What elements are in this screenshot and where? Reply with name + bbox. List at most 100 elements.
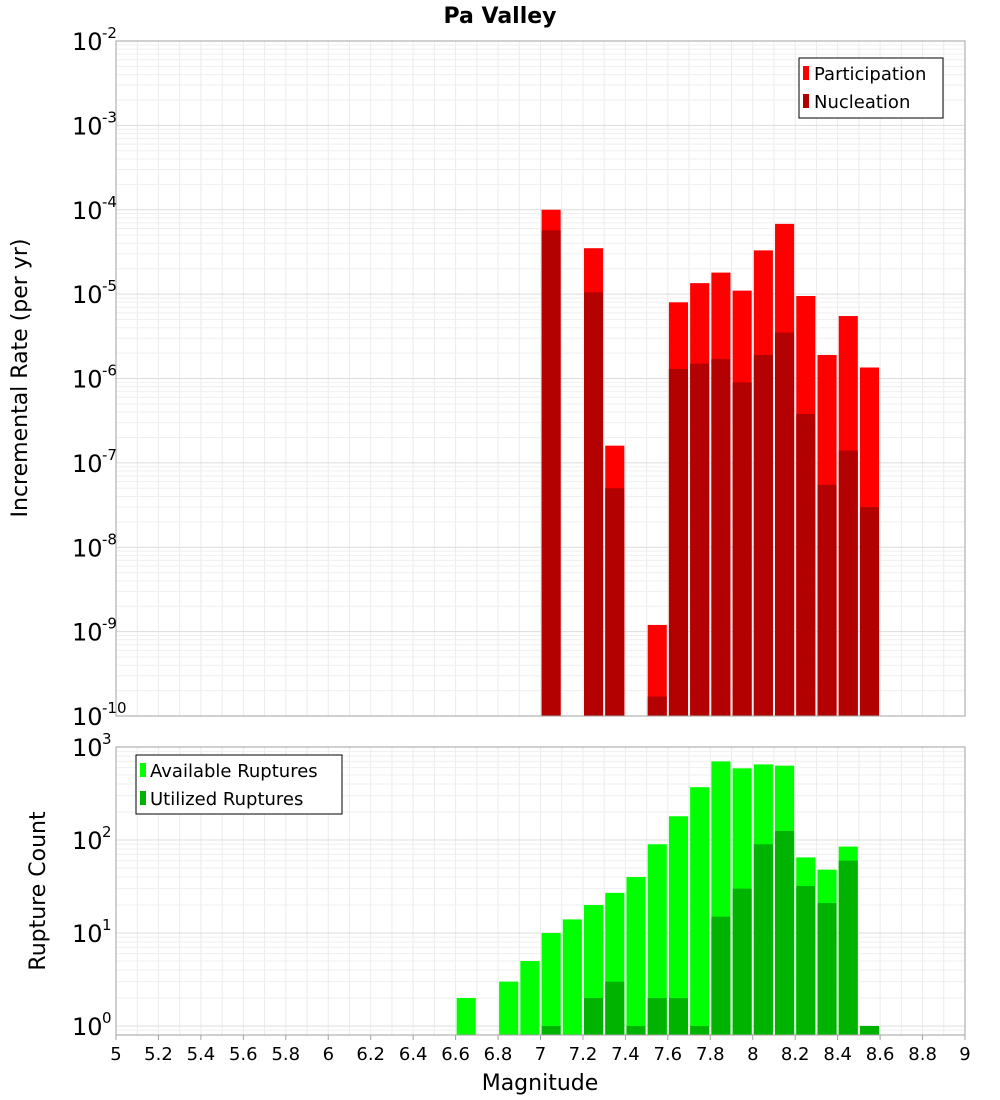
available-ruptures-legend-swatch — [140, 763, 146, 777]
rate-plot-bars — [541, 209, 880, 716]
nucleation-bar — [605, 488, 625, 716]
x-tick-label: 7.8 — [696, 1044, 725, 1065]
count-plot-y-tick-exponent: 0 — [102, 1009, 112, 1027]
nucleation-legend-label: Nucleation — [814, 92, 910, 113]
participation-legend-swatch — [803, 66, 809, 80]
utilized-ruptures-bar — [732, 888, 752, 1035]
nucleation-bar — [817, 484, 837, 716]
nucleation-bar — [859, 506, 880, 716]
utilized-ruptures-legend-swatch — [140, 791, 146, 805]
x-tick-label: 7.6 — [653, 1044, 682, 1065]
count-plot-y-tick-label: 10 — [72, 920, 103, 948]
count-plot-y-tick-exponent: 3 — [102, 730, 112, 748]
nucleation-bar — [668, 368, 689, 716]
rate-plot-y-axis-label: Incremental Rate (per yr) — [8, 239, 33, 518]
nucleation-bar — [732, 382, 752, 716]
x-axis-ticks: 5 5.2 5.4 5.6 5.8 6 6.2 6.4 6.6 6.8 7 7.2 7.4 7.6 7.8 8… — [110, 1035, 971, 1065]
nucleation-bar — [711, 359, 731, 716]
rate-plot-y-tick-exponent: -3 — [102, 108, 117, 126]
rate-plot-gridlines — [115, 40, 966, 717]
rate-plot-y-tick-label: 10 — [72, 703, 103, 731]
participation-bar — [647, 624, 667, 716]
x-tick-label: 7 — [535, 1044, 546, 1065]
x-tick-label: 8.4 — [823, 1044, 852, 1065]
rate-plot-y-tick-exponent: -10 — [102, 699, 127, 717]
utilized-ruptures-bar — [859, 1025, 880, 1035]
utilized-ruptures-bar — [838, 860, 858, 1035]
count-plot-y-tick-exponent: 1 — [102, 916, 112, 934]
available-ruptures-bar — [520, 960, 540, 1035]
x-tick-label: 8 — [747, 1044, 758, 1065]
x-tick-label: 8.8 — [908, 1044, 937, 1065]
x-tick-label: 6.8 — [484, 1044, 513, 1065]
available-ruptures-bar — [456, 997, 476, 1035]
utilized-ruptures-bar — [647, 997, 667, 1035]
rate-plot-y-tick-exponent: -6 — [102, 362, 117, 380]
rate-plot-y-tick-exponent: -5 — [102, 277, 117, 295]
rate-plot-y-tick-label: 10 — [72, 28, 103, 56]
chart-title: Pa Valley — [443, 4, 556, 29]
nucleation-bar — [541, 230, 561, 716]
x-tick-label: 6.6 — [441, 1044, 470, 1065]
rate-plot-y-tick-label: 10 — [72, 366, 103, 394]
available-ruptures-bar — [647, 844, 667, 1035]
count-plot-legend-box — [135, 754, 343, 815]
x-tick-label: 7.2 — [569, 1044, 598, 1065]
rate-plot-y-tick-label: 10 — [72, 281, 103, 309]
available-ruptures-bar — [541, 932, 561, 1035]
x-axis-label: Magnitude — [482, 1071, 599, 1096]
rate-plot-legend-box — [798, 57, 944, 119]
available-ruptures-legend-label: Available Ruptures — [150, 761, 318, 782]
utilized-ruptures-legend-label: Utilized Ruptures — [150, 789, 303, 810]
rate-plot-y-tick-label: 10 — [72, 450, 103, 478]
nucleation-bar — [753, 354, 773, 716]
count-plot-bars — [456, 761, 880, 1035]
rate-plot-y-tick-exponent: -2 — [102, 24, 117, 42]
x-tick-label: 6 — [323, 1044, 334, 1065]
count-plot-y-tick-label: 10 — [72, 1013, 103, 1041]
nucleation-legend-swatch — [803, 94, 809, 108]
available-ruptures-bar — [562, 919, 582, 1035]
utilized-ruptures-bar — [775, 830, 795, 1035]
x-tick-label: 6.2 — [356, 1044, 385, 1065]
x-tick-label: 9 — [959, 1044, 970, 1065]
available-ruptures-bar — [626, 877, 646, 1035]
available-ruptures-bar — [690, 787, 710, 1035]
count-plot-y-tick-label: 10 — [72, 827, 103, 855]
rate-plot-y-tick-label: 10 — [72, 197, 103, 225]
x-tick-label: 5.4 — [187, 1044, 216, 1065]
x-tick-label: 5 — [110, 1044, 121, 1065]
rate-plot-y-tick-exponent: -7 — [102, 446, 117, 464]
x-tick-label: 8.2 — [781, 1044, 810, 1065]
utilized-ruptures-bar — [668, 997, 689, 1035]
count-plot-y-tick-label: 10 — [72, 734, 103, 762]
nucleation-bar — [796, 413, 816, 716]
utilized-ruptures-bar — [796, 886, 816, 1035]
available-ruptures-bar — [499, 981, 519, 1035]
rate-plot-y-tick-label: 10 — [72, 619, 103, 647]
rate-plot-y-tick-label: 10 — [72, 534, 103, 562]
rate-plot-y-tick-label: 10 — [72, 112, 103, 140]
x-tick-label: 5.2 — [144, 1044, 173, 1065]
x-tick-label: 6.4 — [399, 1044, 428, 1065]
nucleation-bar — [775, 332, 795, 716]
nucleation-bar — [690, 363, 710, 716]
rate-plot-y-tick-exponent: -8 — [102, 530, 117, 548]
utilized-ruptures-bar — [711, 916, 731, 1035]
utilized-ruptures-bar — [753, 844, 773, 1035]
x-tick-label: 8.6 — [866, 1044, 895, 1065]
available-ruptures-bar — [668, 816, 689, 1035]
x-tick-label: 5.8 — [271, 1044, 300, 1065]
utilized-ruptures-bar — [541, 1025, 561, 1035]
utilized-ruptures-bar — [584, 997, 604, 1035]
utilized-ruptures-bar — [626, 1025, 646, 1035]
count-plot-y-tick-exponent: 2 — [102, 823, 112, 841]
utilized-ruptures-bar — [690, 1025, 710, 1035]
rate-plot-frame — [115, 40, 966, 717]
participation-legend-label: Participation — [814, 64, 926, 85]
rate-plot-y-tick-exponent: -9 — [102, 615, 117, 633]
count-plot-y-axis-label: Rupture Count — [26, 811, 51, 971]
